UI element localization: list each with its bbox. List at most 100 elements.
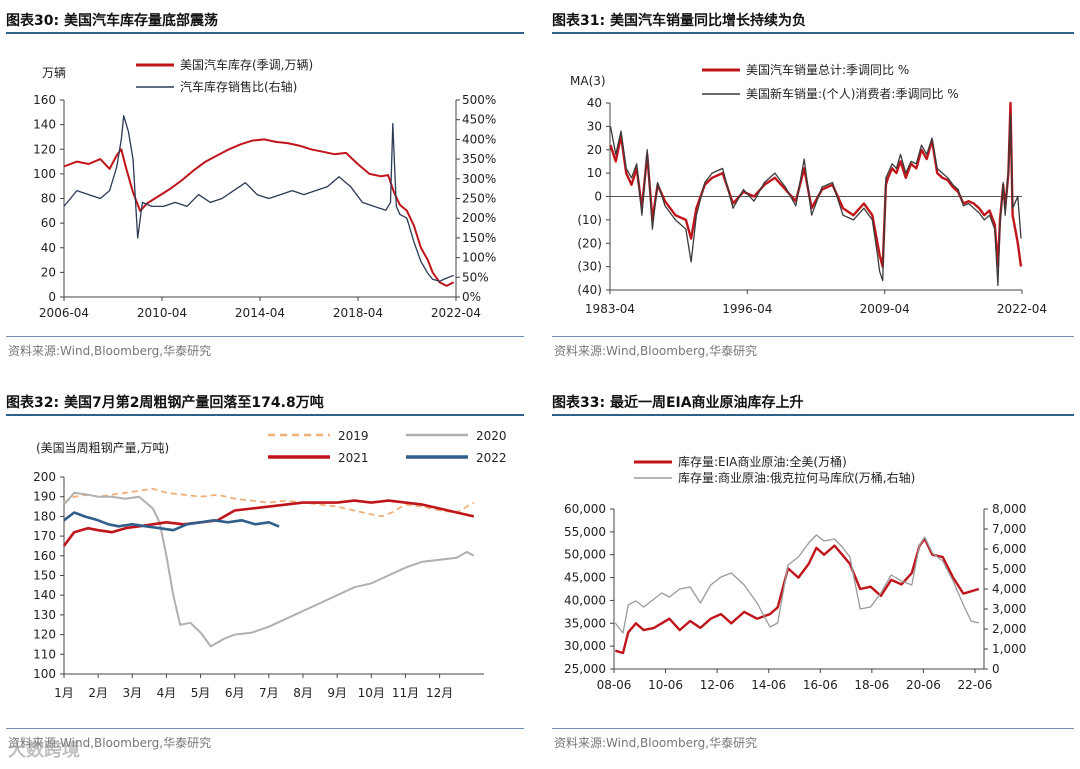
y-tick-label: (40) [577, 283, 602, 297]
y-right-tick-label: 2,000 [992, 622, 1026, 636]
x-tick-label: 2022-04 [431, 306, 481, 320]
x-tick-label: 2014-04 [235, 306, 285, 320]
x-tick-label: 2010-04 [137, 306, 187, 320]
y-right-tick-label: 5,000 [992, 562, 1026, 576]
x-tick-label: 08-06 [597, 678, 632, 692]
x-tick-label: 16-06 [803, 678, 838, 692]
legend-label: 汽车库存销售比(右轴) [180, 79, 297, 94]
legend-label: 美国新车销量:(个人)消费者:季调同比 % [746, 86, 959, 101]
y-right-tick-label: 6,000 [992, 542, 1026, 556]
y-right-tick-label: 100% [462, 251, 496, 265]
y-tick-label: 140 [33, 118, 56, 132]
y-tick-label: (30) [577, 260, 602, 274]
legend-label: 2022 [476, 451, 507, 465]
x-tick-label: 20-06 [906, 678, 941, 692]
source-note: 资料来源:Wind,Bloomberg,华泰研究 [554, 344, 758, 358]
y-right-tick-label: 0% [462, 290, 481, 304]
source-rule [6, 728, 524, 729]
source-note: 资料来源:Wind,Bloomberg,华泰研究 [554, 736, 758, 750]
x-tick-label: 12-06 [700, 678, 735, 692]
y-tick-label: 100 [33, 667, 56, 681]
y-right-tick-label: 450% [462, 113, 496, 127]
title-rule [6, 32, 524, 34]
title-rule [552, 32, 1074, 34]
y-tick-label: 10 [587, 166, 602, 180]
x-tick-label: 10月 [358, 686, 385, 700]
chart-svg: 25,000 30,000 35,000 40,000 45,000 50,000 55,0… [564, 454, 1026, 692]
y-tick-label: 110 [33, 647, 56, 661]
x-tick-label: 10-06 [648, 678, 683, 692]
y-right-tick-label: 3,000 [992, 602, 1026, 616]
source-note: 资料来源:Wind,Bloomberg,华泰研究 [8, 344, 212, 358]
y-tick-label: 45,000 [564, 571, 606, 585]
chart-svg: 0 20 40 60 80 100 120 140 160 0% 50% 100% 150% 200% 25… [33, 57, 496, 320]
x-tick-label: 12月 [426, 686, 453, 700]
panel-33: 图表33: 最近一周EIA商业原油库存上升 25,000 30,000 35,000… [552, 392, 1074, 762]
y-tick-label: 20 [41, 265, 56, 279]
series-line-1 [63, 487, 475, 518]
legend-label: 2019 [338, 429, 369, 443]
y-right-tick-label: 350% [462, 152, 496, 166]
x-tick-label: 5月 [191, 686, 211, 700]
y-right-tick-label: 7,000 [992, 522, 1026, 536]
title-rule [6, 414, 524, 416]
x-tick-label: 7月 [259, 686, 279, 700]
y-tick-label: 60 [41, 216, 56, 230]
legend-label: 库存量:EIA商业原油:全美(万桶) [678, 454, 847, 469]
source-rule [6, 336, 524, 337]
x-tick-label: 8月 [293, 686, 313, 700]
y-right-tick-label: 4,000 [992, 582, 1026, 596]
legend-label: 美国汽车销量总计:季调同比 % [746, 62, 909, 77]
y-right-tick-label: 250% [462, 192, 496, 206]
y-tick-label: 80 [41, 192, 56, 206]
chart-title: 图表32: 美国7月第2周粗钢产量回落至174.8万吨 [6, 395, 324, 411]
source-rule [552, 728, 1074, 729]
y-unit-label: 万辆 [42, 66, 66, 80]
y-tick-label: 40 [587, 96, 602, 110]
y-tick-label: 170 [33, 529, 56, 543]
chart-title: 图表33: 最近一周EIA商业原油库存上升 [552, 395, 804, 411]
y-tick-label: 0 [48, 290, 56, 304]
legend-label: 2020 [476, 429, 507, 443]
chart-title: 图表30: 美国汽车库存量底部震荡 [6, 13, 218, 29]
y-right-tick-label: 50% [462, 270, 489, 284]
series-line-2 [63, 491, 475, 648]
series-line-4 [63, 511, 280, 532]
series-line-2 [609, 114, 1022, 286]
y-right-tick-label: 1,000 [992, 642, 1026, 656]
y-tick-label: (10) [577, 213, 602, 227]
chart-title: 图表31: 美国汽车销量同比增长持续为负 [552, 13, 806, 29]
watermark: 大数跨境 [8, 740, 80, 761]
x-tick-label: 3月 [122, 686, 142, 700]
x-tick-label: 11月 [392, 686, 419, 700]
y-tick-label: 130 [33, 608, 56, 622]
x-tick-label: 6月 [225, 686, 245, 700]
y-tick-label: 120 [33, 628, 56, 642]
y-tick-label: 160 [33, 549, 56, 563]
series-line-1 [63, 138, 455, 287]
x-tick-label: 2月 [88, 686, 108, 700]
x-tick-label: 2006-04 [39, 306, 89, 320]
y-tick-label: 150 [33, 569, 56, 583]
y-tick-label: 200 [33, 470, 56, 484]
series-line-1 [609, 101, 1023, 268]
y-tick-label: 100 [33, 167, 56, 181]
x-tick-label: 4月 [157, 686, 177, 700]
y-tick-label: (20) [577, 236, 602, 250]
y-right-tick-label: 300% [462, 172, 496, 186]
y-right-tick-label: 200% [462, 211, 496, 225]
y-tick-label: 30,000 [564, 639, 606, 653]
source-rule [552, 336, 1074, 337]
x-tick-label: 1月 [54, 686, 74, 700]
y-unit-label: (美国当周粗钢产量,万吨) [36, 441, 169, 455]
source-note: 资料来源:Wind,Bloomberg,华泰研究 [8, 736, 212, 750]
x-tick-label: 2022-04 [997, 302, 1047, 316]
x-tick-label: 2018-04 [333, 306, 383, 320]
x-tick-label: 9月 [327, 686, 347, 700]
panel-30: 图表30: 美国汽车库存量底部震荡 0 20 40 60 80 100 120 140 160 0… [6, 10, 524, 360]
legend-label: 美国汽车库存(季调,万辆) [180, 57, 313, 72]
y-tick-label: 190 [33, 490, 56, 504]
y-tick-label: 35,000 [564, 616, 606, 630]
panel-31: 图表31: 美国汽车销量同比增长持续为负 (40) (30) (20) (10) 0 10… [552, 10, 1074, 360]
y-right-tick-label: 0 [992, 662, 1000, 676]
